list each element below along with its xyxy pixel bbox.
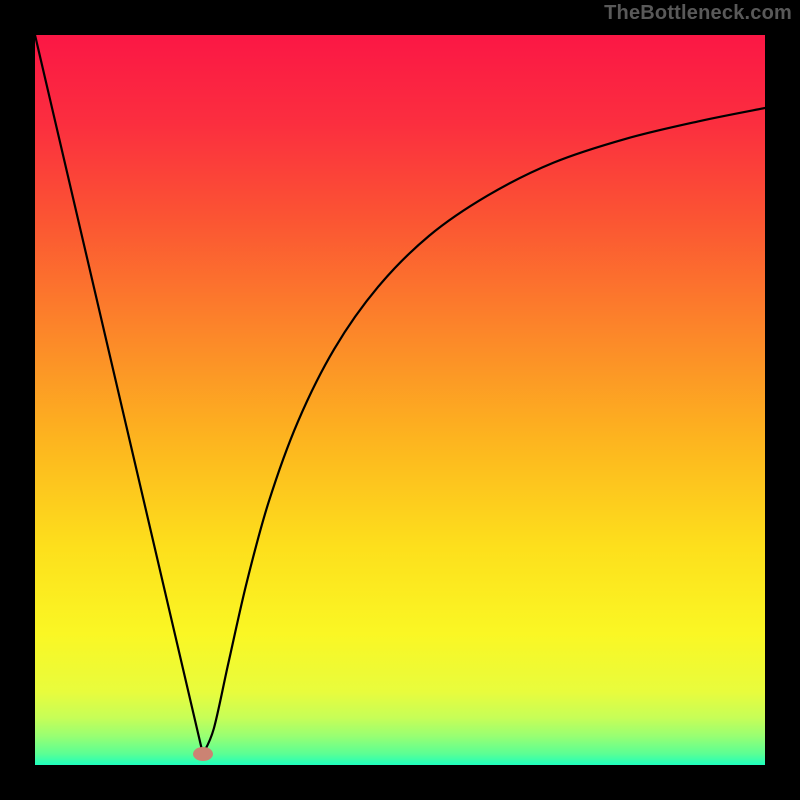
curve-path <box>35 35 765 754</box>
plot-area <box>35 35 765 765</box>
curve-svg <box>35 35 765 765</box>
watermark-text: TheBottleneck.com <box>604 2 792 25</box>
chart-root: TheBottleneck.com <box>0 0 800 800</box>
minimum-marker <box>193 747 213 761</box>
